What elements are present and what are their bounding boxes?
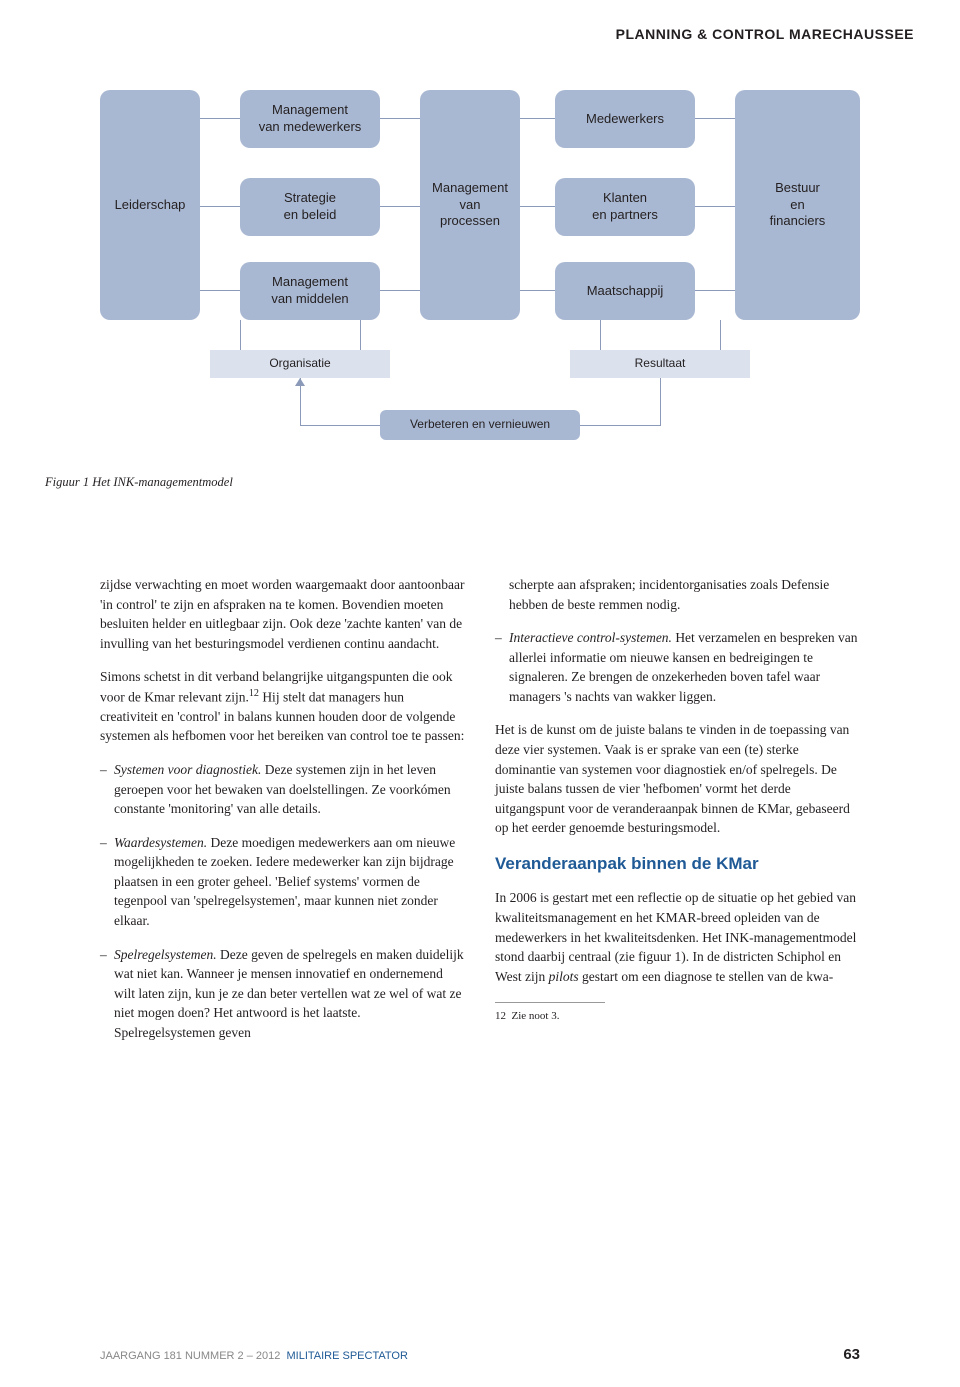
node-leiderschap: Leiderschap [100,90,200,320]
connector [520,290,555,291]
ink-model-diagram: Leiderschap Management van medewerkers M… [100,90,860,510]
left-column: zijdse verwachting en moet worden waarge… [100,575,465,1056]
connector [695,118,735,119]
label-resultaat: Resultaat [570,350,750,378]
node-verbeteren: Verbeteren en vernieuwen [380,410,580,440]
connector [660,378,661,426]
arrow-icon [295,378,305,386]
connector [300,425,380,426]
footer-left: JAARGANG 181 NUMMER 2 – 2012 MILITAIRE S… [100,1350,408,1362]
section-heading: Veranderaanpak binnen de KMar [495,852,860,877]
connector [200,206,240,207]
connector [200,290,240,291]
node-strategie: Strategie en beleid [240,178,380,236]
connector [200,118,240,119]
connector [600,320,601,350]
list-item: Waardesystemen. Deze moedigen medewerker… [100,833,465,931]
paragraph: scherpte aan afspraken; incidentorganisa… [495,575,860,614]
label-organisatie: Organisatie [210,350,390,378]
section-header: PLANNING & CONTROL MARECHAUSSEE [616,26,914,42]
node-mgmt-middelen: Management van middelen [240,262,380,320]
connector [360,320,361,350]
paragraph: In 2006 is gestart met een reflectie op … [495,888,860,986]
paragraph: zijdse verwachting en moet worden waarge… [100,575,465,653]
paragraph: Het is de kunst om de juiste balans te v… [495,720,860,837]
connector [240,320,241,350]
node-medewerkers: Medewerkers [555,90,695,148]
connector [720,320,721,350]
page-footer: JAARGANG 181 NUMMER 2 – 2012 MILITAIRE S… [100,1346,860,1363]
connector [380,206,420,207]
list-item: Interactieve control-systemen. Het verza… [495,628,860,706]
footnote: 12 Zie noot 3. [495,1009,860,1025]
node-bestuur: Bestuur en financiers [735,90,860,320]
connector [380,118,420,119]
node-mgmt-medewerkers: Management van medewerkers [240,90,380,148]
connector [695,206,735,207]
connector [695,290,735,291]
list-item: Spelregelsystemen. Deze geven de spelreg… [100,945,465,1043]
connector [580,425,660,426]
figure-caption: Figuur 1 Het INK-managementmodel [45,475,233,490]
list-item: Systemen voor diagnostiek. Deze systemen… [100,760,465,819]
footnote-rule [495,1002,605,1003]
paragraph: Simons schetst in dit verband belangrijk… [100,667,465,746]
right-column: scherpte aan afspraken; incidentorganisa… [495,575,860,1056]
node-klanten: Klanten en partners [555,178,695,236]
connector [380,290,420,291]
node-mgmt-processen: Management van processen [420,90,520,320]
body-columns: zijdse verwachting en moet worden waarge… [100,575,860,1056]
connector [520,206,555,207]
page-number: 63 [843,1346,860,1363]
node-maatschappij: Maatschappij [555,262,695,320]
connector [520,118,555,119]
